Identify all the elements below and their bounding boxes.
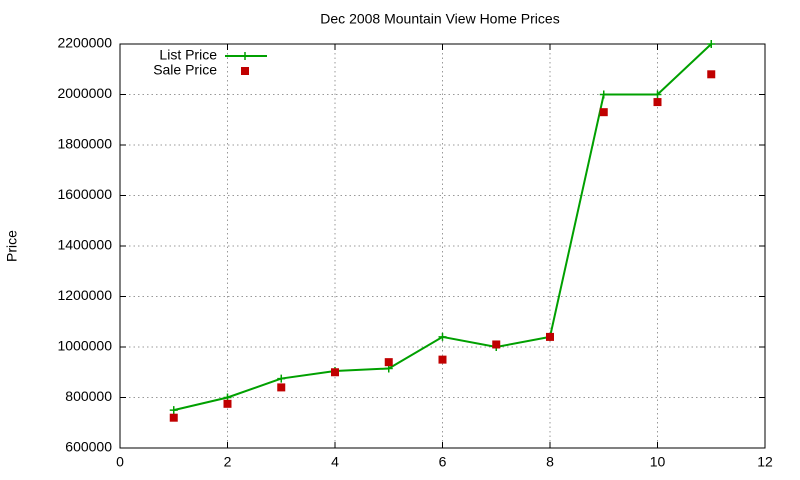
y-tick-label: 2000000 xyxy=(57,85,112,101)
x-tick-label: 12 xyxy=(757,454,773,470)
y-tick-label: 600000 xyxy=(65,439,112,455)
point xyxy=(223,399,232,408)
point xyxy=(707,70,716,79)
point xyxy=(384,358,393,367)
point xyxy=(277,383,286,392)
point xyxy=(546,332,554,341)
x-tick-label: 10 xyxy=(650,454,666,470)
y-tick-label: 2200000 xyxy=(57,35,112,51)
point xyxy=(169,413,178,422)
y-tick-label: 800000 xyxy=(65,388,112,404)
x-tick-label: 8 xyxy=(546,454,554,470)
point xyxy=(653,90,662,99)
point xyxy=(492,340,501,349)
chart-title: Dec 2008 Mountain View Home Prices xyxy=(320,11,559,27)
y-axis-label: Price xyxy=(4,230,20,262)
point xyxy=(438,355,447,364)
point xyxy=(599,90,608,99)
point xyxy=(277,374,286,383)
plot-frame xyxy=(119,43,766,449)
y-tick-label: 1000000 xyxy=(57,338,112,354)
point xyxy=(653,98,662,107)
x-tick-label: 4 xyxy=(331,454,339,470)
x-tick-label: 6 xyxy=(439,454,447,470)
y-tick-label: 1200000 xyxy=(57,287,112,303)
legend-swatch xyxy=(241,67,249,75)
point xyxy=(599,108,608,117)
y-tick-label: 1800000 xyxy=(57,136,112,152)
legend-label: List Price xyxy=(159,47,217,63)
point xyxy=(169,406,178,415)
y-tick-label: 1600000 xyxy=(57,186,112,202)
point xyxy=(438,332,447,341)
legend-label: Sale Price xyxy=(153,62,217,78)
y-tick-label: 1400000 xyxy=(57,237,112,253)
point xyxy=(707,40,716,48)
x-tick-label: 0 xyxy=(116,454,124,470)
legend-swatch xyxy=(241,52,249,60)
point xyxy=(331,368,339,377)
x-tick-label: 2 xyxy=(224,454,232,470)
